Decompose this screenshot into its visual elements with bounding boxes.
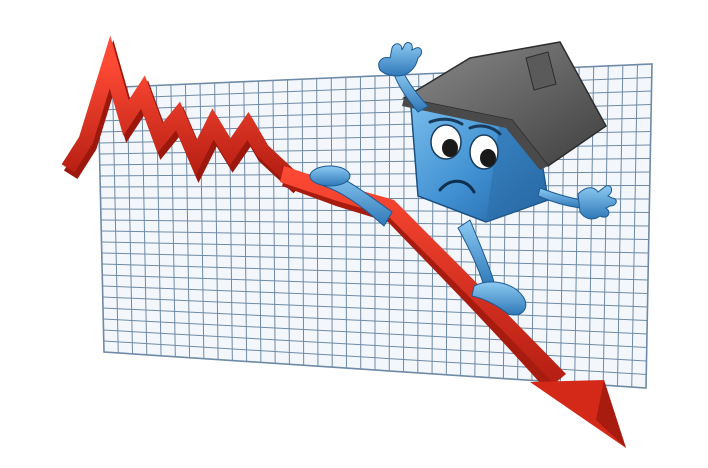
- grid-horizontal-line: [101, 230, 649, 240]
- sad-house-character-icon: [309, 41, 617, 316]
- grid-horizontal-line: [102, 285, 648, 308]
- house-brow-right: [468, 124, 502, 136]
- arrow-shaft: [280, 166, 566, 384]
- arrow-head-shade: [596, 380, 626, 448]
- grid-horizontal-line: [103, 329, 647, 362]
- grid-horizontal-line: [101, 252, 649, 267]
- house-foot-left: [309, 165, 351, 187]
- falling-arrow-icon: [61, 35, 626, 448]
- grid-horizontal-line: [103, 318, 647, 348]
- house-hand-left: [378, 42, 423, 77]
- house-foot-right: [471, 281, 527, 316]
- arrow-zigzag: [61, 35, 301, 187]
- grid-horizontal-line: [102, 307, 648, 335]
- grid-horizontal-line: [101, 241, 649, 254]
- house-pupil-left: [442, 139, 458, 157]
- house-brow-left: [428, 117, 464, 126]
- house-chimney: [525, 51, 557, 91]
- grid-horizontal-line: [102, 274, 648, 294]
- grid-horizontal-line: [100, 185, 650, 188]
- house-pupil-right: [480, 149, 496, 167]
- grid-horizontal-line: [99, 171, 651, 177]
- grid-horizontal-line: [101, 263, 649, 281]
- grid-horizontal-line: [100, 219, 650, 227]
- house-hand-right: [577, 185, 617, 220]
- grid-horizontal-line: [102, 296, 648, 321]
- house-mouth: [438, 179, 476, 194]
